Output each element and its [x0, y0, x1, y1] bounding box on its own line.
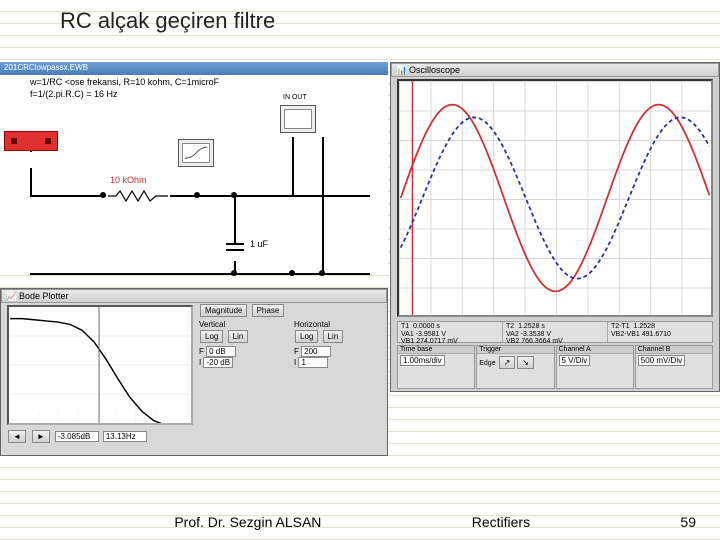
file-titlebar: 201CRClowpassx.EWB	[0, 62, 388, 75]
channel-b-panel: Channel B 500 mV/Div	[635, 345, 713, 389]
capacitor-plate	[226, 243, 244, 245]
wire	[30, 151, 32, 152]
circuit-node	[231, 192, 237, 198]
wire	[322, 137, 324, 195]
vert-log-button[interactable]: Log	[200, 330, 223, 343]
bode-titlebar: 📈 Bode Plotter	[1, 289, 387, 303]
osc-info-bar: T1 0.0000 s VA1 -3.9581 V VB1 274.0717 m…	[397, 321, 713, 343]
wire	[234, 195, 236, 245]
resistor[interactable]	[108, 189, 168, 201]
timebase-panel: Time base 1.00ms/div	[397, 345, 475, 389]
osc-screen[interactable]	[397, 79, 713, 317]
bode-icon: 📈	[6, 291, 16, 301]
signal-source[interactable]	[4, 131, 58, 151]
circuit-node	[194, 192, 200, 198]
channel-a-panel: Channel A 5 V/Div	[556, 345, 634, 389]
footer-page: 59	[680, 514, 696, 530]
wire	[322, 195, 324, 273]
bode-plotter-icon[interactable]	[178, 139, 214, 167]
footer-author: Prof. Dr. Sezgin ALSAN	[174, 514, 321, 530]
timebase-field[interactable]: 1.00ms/div	[400, 355, 445, 366]
vert-lin-button[interactable]: Lin	[228, 330, 249, 343]
edge-rise-button[interactable]: ↗	[499, 356, 516, 369]
horizontal-label: Horizontal	[294, 320, 383, 329]
bode-db-readout: -3.085dB	[55, 431, 99, 442]
edge-fall-button[interactable]: ↘	[517, 356, 534, 369]
vertical-label: Vertical	[199, 320, 288, 329]
capacitor-label: 1 uF	[250, 239, 268, 249]
bode-title: Bode Plotter	[19, 291, 69, 301]
circuit-node	[231, 270, 237, 276]
oscilloscope-window: 📊 Oscilloscope T1 0.0000 s VA1 -3.9581 V…	[390, 62, 720, 392]
oscilloscope-icon[interactable]: IN OUT	[280, 105, 316, 133]
wire	[30, 195, 106, 197]
vert-bot-field[interactable]: -20 dB	[203, 357, 233, 368]
vert-top-field[interactable]: 0 dB	[206, 346, 236, 357]
resistor-label: 10 kOhm	[110, 175, 147, 185]
osc-controls: Time base 1.00ms/div Trigger Edge ↗↘ Cha…	[397, 345, 713, 389]
wire	[30, 168, 32, 196]
osc-icon: 📊	[396, 65, 406, 75]
bode-plot-area[interactable]	[7, 305, 193, 425]
footer-topic: Rectifiers	[472, 514, 530, 530]
circuit-node	[319, 270, 325, 276]
bode-controls: Magnitude Phase Vertical Log Lin F 0 dB …	[199, 303, 383, 451]
horz-log-button[interactable]: Log	[295, 330, 318, 343]
wire	[292, 137, 294, 195]
circuit-node	[100, 192, 106, 198]
horz-lin-button[interactable]: Lin	[323, 330, 344, 343]
trigger-panel: Trigger Edge ↗↘	[476, 345, 554, 389]
circuit-node	[289, 270, 295, 276]
magnitude-button[interactable]: Magnitude	[200, 304, 247, 317]
workspace: 201CRClowpassx.EWB w=1/RC <ose frekansi,…	[0, 62, 720, 462]
phase-button[interactable]: Phase	[252, 304, 285, 317]
formula-2: f=1/(2.pi.R.C) = 16 Hz	[30, 89, 118, 99]
slide-title: RC alçak geçiren filtre	[60, 8, 275, 34]
capacitor-plate	[226, 249, 244, 251]
osc-titlebar: 📊 Oscilloscope	[391, 63, 719, 77]
osc-title: Oscilloscope	[409, 65, 460, 75]
formula-1: w=1/RC <ose frekansi, R=10 kohm, C=1micr…	[30, 77, 219, 87]
horz-bot-field[interactable]: 1	[298, 357, 328, 368]
bode-readout: ◄ ► -3.085dB 13.13Hz	[7, 429, 193, 444]
bode-plotter-window: 📈 Bode Plotter Magnit	[0, 288, 388, 456]
schematic-area: w=1/RC <ose frekansi, R=10 kohm, C=1micr…	[0, 75, 388, 275]
cha-scale-field[interactable]: 5 V/Div	[559, 355, 591, 366]
inout-label: IN OUT	[283, 94, 307, 101]
slide-footer: Prof. Dr. Sezgin ALSAN Rectifiers 59	[0, 514, 720, 530]
bode-hz-readout: 13.13Hz	[103, 431, 147, 442]
horz-top-field[interactable]: 200	[301, 346, 331, 357]
bode-next-button[interactable]: ►	[32, 430, 50, 443]
wire	[170, 195, 370, 197]
chb-scale-field[interactable]: 500 mV/Div	[638, 355, 685, 366]
bode-prev-button[interactable]: ◄	[8, 430, 26, 443]
